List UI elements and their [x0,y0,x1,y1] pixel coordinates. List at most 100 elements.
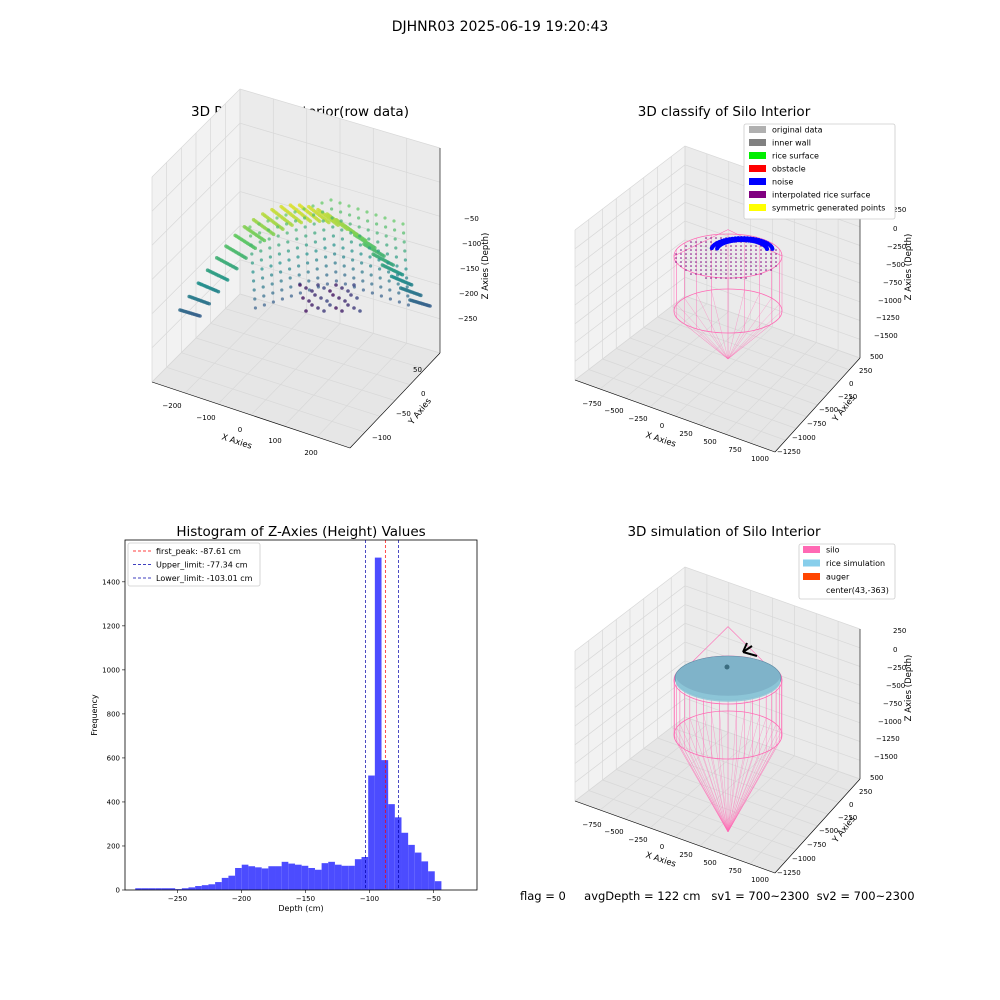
data-point [394,246,398,250]
data-point [262,303,266,307]
interpolated-point [725,265,727,267]
y-tick-label: 600 [107,754,120,762]
raw-ytick: −50 [396,410,411,418]
classify-ytick: −250 [838,393,857,401]
silo-line [676,304,729,360]
data-point [346,289,350,293]
data-point [384,234,388,238]
interpolated-point [685,269,687,271]
interpolated-point [750,261,752,263]
data-point [225,278,230,282]
interpolated-point [690,257,692,259]
raw-ytick: 50 [413,366,422,374]
histogram-xticks: −250 −200 −150 −100 −50 [168,890,441,903]
interpolated-point [685,245,687,247]
histogram-bar [341,865,349,890]
interpolated-point [750,257,752,259]
data-point [276,225,280,229]
classify-legend: original data inner wall rice surface obsta… [743,123,896,220]
silo-line [719,758,729,833]
histogram-bar [328,861,335,890]
grid-line [699,334,795,426]
interpolated-point [690,241,692,243]
interpolated-point [740,249,742,251]
data-point [365,210,369,214]
y-tick-label: 1400 [102,578,120,586]
simulation-ztick: −1000 [878,718,902,726]
data-point [252,279,256,283]
data-point [235,266,239,271]
silo-line [727,757,745,833]
data-point [392,219,396,223]
data-point [244,256,248,260]
simulation-xtick: 0 [660,843,664,851]
floor-pane [575,296,860,452]
data-point [342,255,346,259]
data-point [295,237,299,241]
simulation-ytick: −750 [807,841,826,849]
raw-xtick: 200 [304,449,317,457]
data-point [349,231,353,235]
data-point [393,228,397,232]
raw-xticks: −200 −100 0 100 200 [162,402,317,457]
legend-swatch [803,573,820,580]
interpolated-point [725,277,727,279]
x-tick-label: −200 [232,895,251,903]
data-point [280,297,284,301]
classify-ytick: −1250 [777,448,801,456]
data-point [337,296,341,300]
data-point [298,283,302,287]
data-point [352,276,356,280]
interpolated-point [720,265,722,267]
legend-label: inner wall [772,139,811,148]
interpolated-point [710,269,712,271]
interpolated-point [745,257,747,259]
data-point [385,243,389,247]
interpolated-point [725,257,727,259]
histogram-bar [235,867,242,890]
interpolated-point [700,249,702,251]
data-point [288,267,292,271]
data-point [377,258,381,262]
interpolated-point [715,265,717,267]
axis-line [151,381,351,449]
interpolated-point [755,273,757,275]
data-point [359,252,363,256]
legend-swatch [749,178,766,185]
data-point [304,309,308,313]
histogram-bar [181,888,189,890]
data-point [284,213,288,217]
data-point [403,249,407,253]
interpolated-point [760,265,762,267]
grid-line [657,316,839,382]
data-point [310,303,314,307]
legend-label: rice surface [772,152,819,161]
interpolated-point [685,265,687,267]
data-point [348,213,352,217]
axis-line [774,778,861,874]
interpolated-point [720,257,722,259]
data-point [322,309,326,313]
interpolated-point [700,265,702,267]
data-point [306,270,310,274]
interpolated-point [675,261,677,263]
grid-line [643,748,829,815]
interpolated-point [775,249,777,251]
silo-line [727,712,745,833]
data-point [330,216,334,220]
interpolated-point [730,269,732,271]
interpolated-point [730,253,732,255]
simulation-panel-title: 3D simulation of Silo Interior [627,524,821,540]
data-point [400,272,405,277]
data-point [352,306,356,310]
interpolated-point [725,253,727,255]
interpolated-point [740,273,742,275]
data-point [266,219,270,223]
data-point [258,231,262,235]
interpolated-point [685,257,687,259]
simulation-ztick: 250 [893,627,906,635]
data-point [259,249,263,253]
data-point [301,296,305,300]
histogram-bar [408,844,415,890]
interpolated-point [720,249,722,251]
